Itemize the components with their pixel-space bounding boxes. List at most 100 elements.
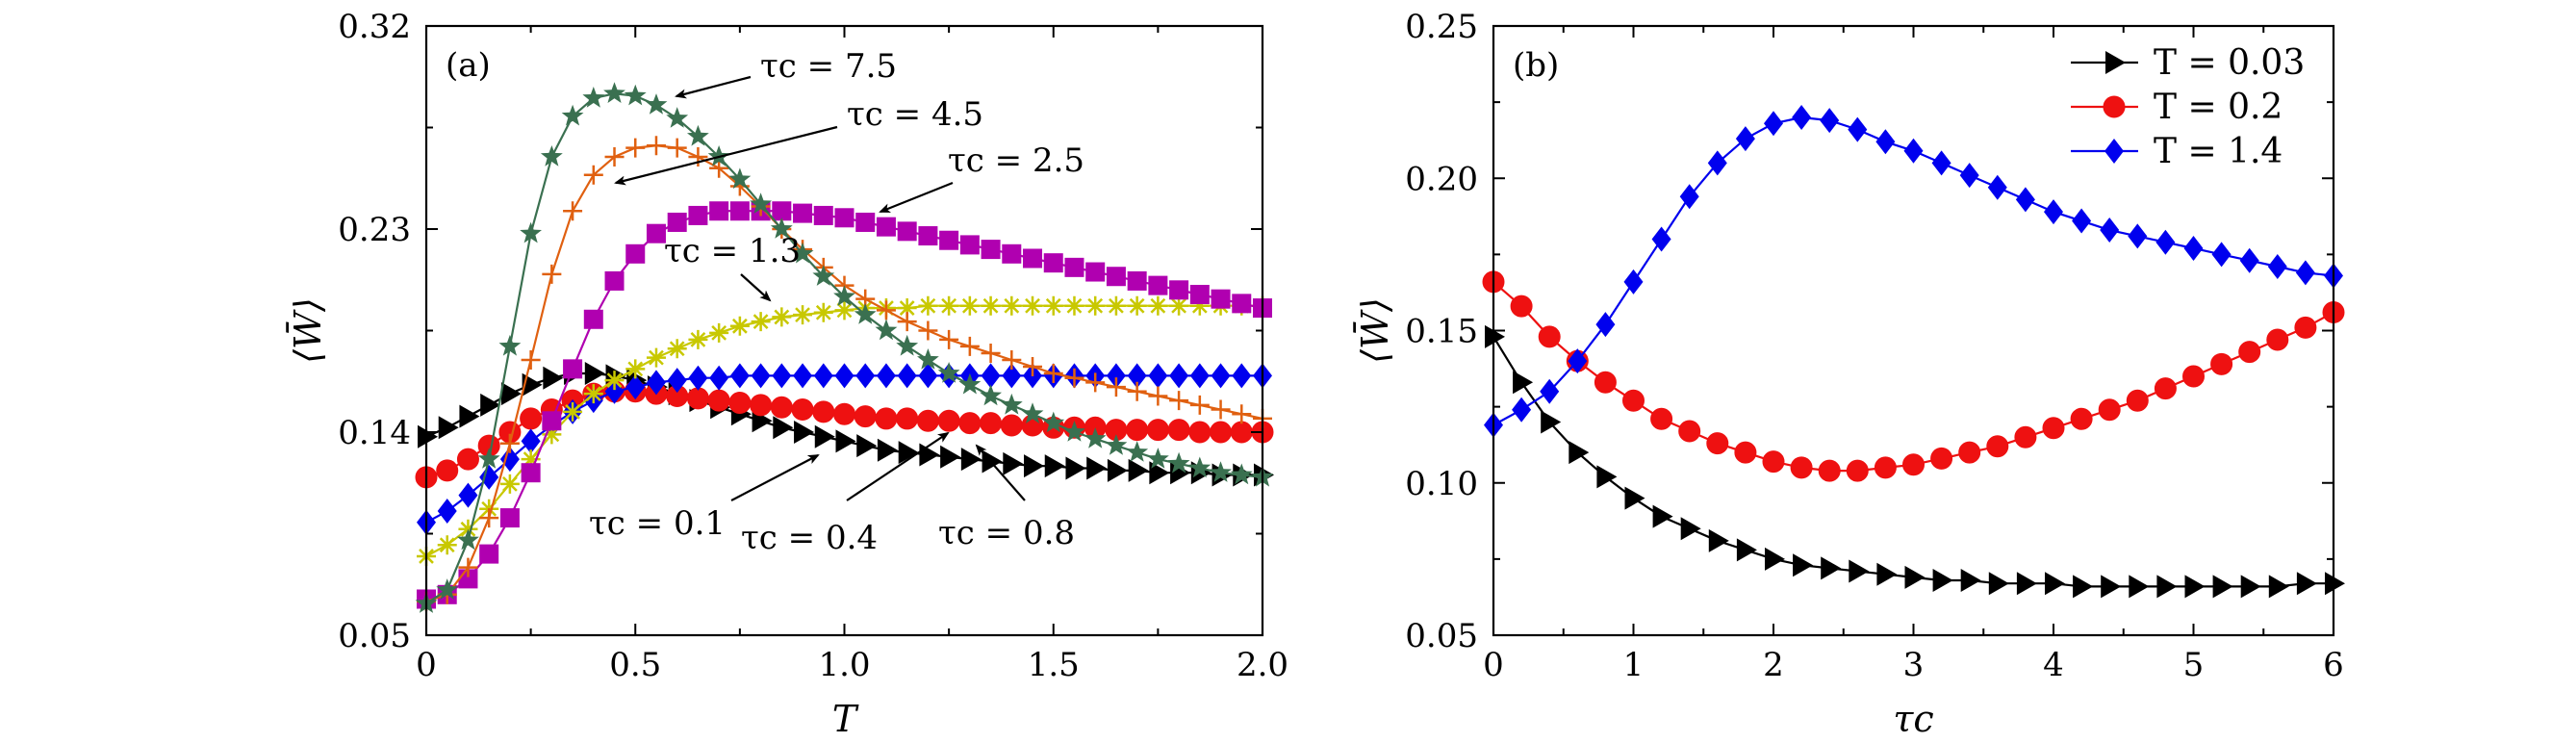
annotation-label: τc = 4.5	[847, 95, 983, 134]
data-point	[854, 405, 877, 428]
data-point	[1764, 111, 1783, 137]
data-point	[1148, 386, 1168, 406]
data-point	[2182, 365, 2205, 388]
data-point	[1903, 138, 1924, 164]
data-point	[646, 136, 666, 156]
data-point	[814, 424, 835, 448]
data-point	[2045, 572, 2065, 596]
data-point	[604, 146, 625, 167]
data-point	[1085, 295, 1106, 316]
data-point	[667, 138, 687, 158]
data-point	[772, 363, 792, 389]
annotation-arrow	[675, 75, 752, 99]
data-point	[916, 409, 939, 432]
data-point	[1126, 441, 1149, 462]
data-point	[939, 230, 959, 250]
data-point	[1063, 421, 1085, 442]
data-point	[583, 384, 603, 404]
annotation-arrow	[975, 444, 1026, 501]
data-point	[1084, 427, 1107, 448]
data-point	[1106, 363, 1126, 389]
data-point	[1875, 129, 1896, 155]
data-point	[793, 203, 813, 223]
data-point	[1169, 280, 1189, 300]
data-point	[2154, 377, 2177, 400]
data-point	[667, 368, 687, 394]
data-point	[793, 305, 813, 325]
data-point	[1846, 459, 1869, 482]
data-point	[1792, 104, 1812, 130]
x-tick-label: 0.5	[609, 646, 661, 684]
data-point	[1127, 381, 1147, 401]
data-point	[1485, 324, 1505, 348]
data-point	[1848, 116, 1868, 142]
data-point	[1086, 456, 1108, 480]
data-point	[1023, 295, 1043, 316]
data-point	[437, 499, 457, 525]
data-point	[770, 396, 793, 419]
data-point	[1188, 421, 1211, 444]
series-0	[1485, 324, 2345, 599]
data-point	[729, 363, 750, 389]
annotation-label: τc = 0.4	[741, 519, 878, 557]
data-point	[2212, 575, 2233, 599]
data-point	[625, 359, 646, 379]
data-point	[499, 433, 520, 453]
data-point	[1044, 454, 1065, 478]
data-point	[522, 372, 543, 397]
data-point	[499, 508, 520, 528]
data-point	[1167, 419, 1190, 442]
annotation: τc = 0.4	[741, 431, 950, 557]
data-point	[1706, 432, 1729, 455]
data-point	[813, 302, 833, 322]
data-point	[686, 387, 709, 410]
data-point	[709, 322, 729, 343]
data-point	[896, 334, 919, 356]
data-point	[918, 363, 938, 389]
data-point	[520, 407, 543, 430]
data-point	[625, 138, 646, 158]
data-point	[918, 226, 938, 246]
data-point	[521, 463, 541, 483]
data-point	[1931, 150, 1951, 176]
data-point	[1106, 377, 1126, 397]
annotation: τc = 1.3	[664, 232, 801, 302]
legend-marker	[2103, 95, 2126, 118]
series-3	[417, 295, 1272, 566]
x-tick-label: 1.0	[818, 646, 870, 684]
data-point	[1210, 461, 1232, 482]
annotation-arrow	[879, 181, 954, 214]
data-point	[2184, 575, 2206, 599]
data-point	[1569, 441, 1590, 465]
legend-label: T = 0.2	[2154, 88, 2283, 127]
data-point	[833, 402, 855, 425]
data-point	[646, 223, 666, 243]
data-point	[604, 371, 625, 391]
data-point	[625, 374, 646, 400]
data-point	[1000, 414, 1023, 437]
data-point	[625, 243, 646, 264]
data-point	[981, 295, 1001, 316]
x-tick-label: 0	[1483, 646, 1504, 684]
data-point	[793, 363, 813, 389]
data-point	[1105, 434, 1128, 455]
data-point	[1002, 349, 1022, 370]
data-point	[563, 201, 583, 221]
data-point	[2100, 218, 2120, 243]
data-point	[897, 298, 917, 319]
y-axis-title: ⟨W̄⟩	[287, 297, 329, 364]
y-tick-label: 0.15	[1405, 313, 1478, 351]
data-point	[1622, 389, 1645, 412]
data-point	[1211, 363, 1231, 389]
data-point	[877, 438, 898, 462]
data-point	[1568, 348, 1588, 374]
data-point	[959, 235, 980, 255]
x-tick-label: 5	[2183, 646, 2205, 684]
data-point	[1902, 453, 1925, 476]
data-point	[707, 389, 730, 412]
data-point	[499, 474, 520, 494]
x-tick-label: 1.5	[1028, 646, 1080, 684]
x-tick-label: 6	[2323, 646, 2344, 684]
data-point	[1958, 441, 1981, 464]
legend-label: T = 1.4	[2154, 132, 2283, 171]
